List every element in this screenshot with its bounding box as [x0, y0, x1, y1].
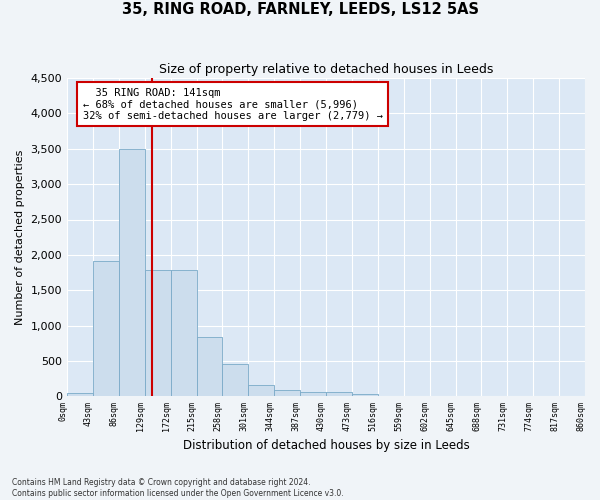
Bar [145, 270, 170, 396]
Text: 35, RING ROAD, FARNLEY, LEEDS, LS12 5AS: 35, RING ROAD, FARNLEY, LEEDS, LS12 5AS [121, 2, 479, 18]
Bar [223, 364, 248, 396]
Bar [274, 390, 300, 396]
Text: Contains HM Land Registry data © Crown copyright and database right 2024.
Contai: Contains HM Land Registry data © Crown c… [12, 478, 344, 498]
Bar [197, 337, 223, 396]
Text: 35 RING ROAD: 141sqm
← 68% of detached houses are smaller (5,996)
32% of semi-de: 35 RING ROAD: 141sqm ← 68% of detached h… [83, 88, 383, 121]
Bar [170, 270, 197, 396]
Bar [119, 149, 145, 396]
Y-axis label: Number of detached properties: Number of detached properties [15, 150, 25, 325]
Bar [93, 260, 119, 396]
Bar [67, 393, 93, 396]
Bar [248, 386, 274, 396]
Bar [300, 392, 326, 396]
Bar [326, 392, 352, 396]
X-axis label: Distribution of detached houses by size in Leeds: Distribution of detached houses by size … [182, 440, 469, 452]
Bar [352, 394, 378, 396]
Title: Size of property relative to detached houses in Leeds: Size of property relative to detached ho… [159, 62, 493, 76]
